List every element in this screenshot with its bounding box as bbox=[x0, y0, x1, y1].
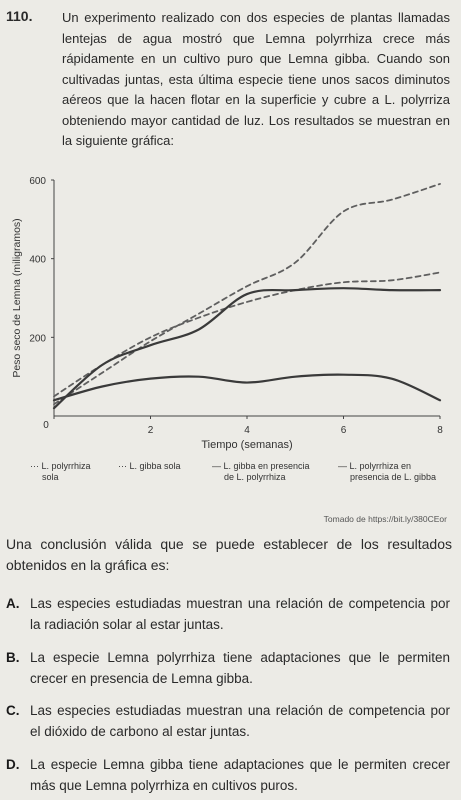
option-b[interactable]: B. La especie Lemna polyrrhiza tiene ada… bbox=[6, 647, 450, 689]
x-axis-label: Tiempo (semanas) bbox=[201, 439, 292, 451]
option-text: La especie Lemna polyrrhiza tiene adapta… bbox=[30, 650, 450, 686]
legend-label-line2: presencia de L. gibba bbox=[350, 472, 436, 482]
legend-label: ··· L. polyrrhiza bbox=[30, 461, 91, 471]
growth-chart: Peso seco de Lemna (miligramos) Tiempo (… bbox=[11, 176, 443, 482]
series-line-1 bbox=[53, 183, 441, 406]
y-tick-label: 200 bbox=[29, 333, 46, 344]
legend-item: ··· L. gibba sola bbox=[118, 461, 181, 471]
question-stem: Un experimento realizado con dos especie… bbox=[62, 10, 450, 148]
option-letter: A. bbox=[6, 596, 20, 611]
option-letter: C. bbox=[6, 703, 20, 718]
option-text: Las especies estudiadas muestran una rel… bbox=[30, 596, 450, 632]
source-credit: Tomado de https://bit.ly/380CEor bbox=[323, 514, 447, 524]
option-letter: D. bbox=[6, 757, 20, 772]
y-axis-label: Peso seco de Lemna (miligramos) bbox=[11, 218, 23, 377]
legend-label: — L. polyrrhiza en bbox=[338, 461, 411, 471]
legend-label-line2: sola bbox=[42, 472, 59, 482]
x-tick-label: 6 bbox=[341, 425, 347, 436]
option-d[interactable]: D. La especie Lemna gibba tiene adaptaci… bbox=[6, 754, 450, 796]
option-a[interactable]: A. Las especies estudiadas muestran una … bbox=[6, 593, 450, 635]
y-tick-label: 600 bbox=[29, 176, 46, 187]
series-line-3 bbox=[52, 287, 442, 410]
x-tick-label: 0 bbox=[43, 420, 49, 431]
axis-ticks: 200 400 600 0 2 4 6 8 bbox=[29, 176, 443, 436]
x-tick-label: 2 bbox=[148, 425, 154, 436]
conclusion-prompt: Una conclusión válida que se puede estab… bbox=[6, 536, 452, 573]
series-line-4 bbox=[52, 373, 442, 402]
x-tick-label: 4 bbox=[244, 425, 250, 436]
chart-axes bbox=[53, 180, 440, 417]
option-letter: B. bbox=[6, 650, 20, 665]
option-text: Las especies estudiadas muestran una rel… bbox=[30, 703, 450, 739]
x-tick-label: 8 bbox=[437, 425, 443, 436]
legend-label-line2: de L. polyrrhiza bbox=[224, 472, 286, 482]
legend-label: ··· L. gibba sola bbox=[118, 461, 181, 471]
y-tick-label: 400 bbox=[29, 255, 46, 266]
question-number: 110. bbox=[6, 8, 33, 24]
chart-lines bbox=[52, 183, 442, 410]
option-c[interactable]: C. Las especies estudiadas muestran una … bbox=[6, 700, 450, 742]
legend-label: — L. gibba en presencia bbox=[212, 461, 310, 471]
option-text: La especie Lemna gibba tiene adaptacione… bbox=[30, 757, 450, 793]
